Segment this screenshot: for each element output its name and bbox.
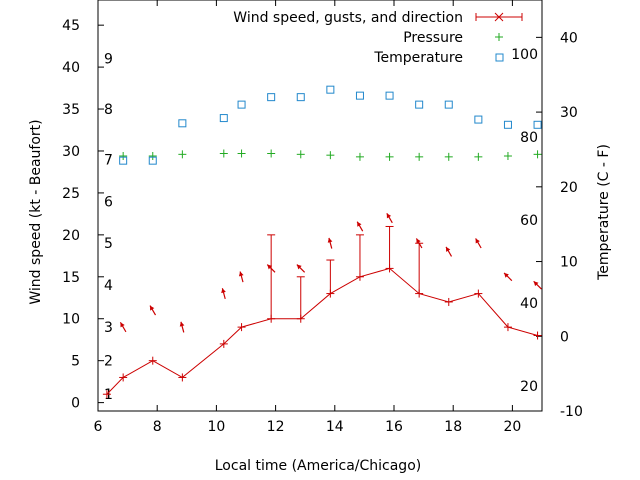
y2-tick-label: 0 — [560, 329, 569, 345]
wind-direction-arrowhead — [504, 272, 509, 278]
y2-axis-label: Temperature (C - F) — [596, 144, 612, 281]
legend-swatch-wind-marker-b — [494, 12, 504, 22]
temperature-point — [237, 100, 246, 109]
x-tick-label: 6 — [94, 419, 103, 435]
beaufort-label: 6 — [104, 194, 113, 210]
wind-direction-arrowhead — [296, 264, 302, 270]
legend-label-pressure: Pressure — [403, 30, 463, 46]
y-tick-label: 30 — [62, 144, 80, 160]
y-tick-label: 20 — [62, 228, 80, 244]
legend-label-temperature: Temperature — [373, 50, 463, 66]
fahrenheit-label: 80 — [520, 130, 538, 146]
temperature-point — [119, 156, 128, 165]
wind-speed-line — [106, 267, 538, 395]
legend-swatch-temperature — [495, 53, 504, 62]
beaufort-label: 9 — [104, 52, 113, 68]
wind-direction-arrowhead — [238, 271, 244, 277]
beaufort-label: 3 — [104, 320, 113, 336]
y-tick-label: 5 — [71, 354, 80, 370]
x-tick-label: 18 — [444, 419, 462, 435]
x-tick-label: 10 — [207, 419, 225, 435]
y2-tick-label: 10 — [560, 255, 578, 271]
beaufort-label: 2 — [104, 354, 113, 370]
temperature-point — [148, 156, 157, 165]
temperature-point — [385, 91, 394, 100]
y-tick-label: 25 — [62, 186, 80, 202]
y2-tick-label: 20 — [560, 180, 578, 196]
beaufort-label: 5 — [104, 236, 113, 252]
wind-direction-arrowhead — [327, 237, 333, 243]
beaufort-label: 4 — [104, 278, 113, 294]
temperature-point — [178, 119, 187, 128]
temperature-point — [267, 93, 276, 102]
fahrenheit-label: 100 — [511, 47, 538, 63]
wind-direction-arrowhead — [150, 305, 155, 311]
y2-tick-label: 30 — [560, 105, 578, 121]
temperature-point — [296, 93, 305, 102]
beaufort-label: 1 — [104, 387, 113, 403]
temperature-point — [326, 85, 335, 94]
y-tick-label: 0 — [71, 396, 80, 412]
temperature-point — [415, 100, 424, 109]
legend: Wind speed, gusts, and direction Pressur… — [233, 10, 523, 66]
temperature-point — [474, 115, 483, 124]
wind-direction-arrowhead — [357, 221, 362, 227]
x-axis-label: Local time (America/Chicago) — [215, 458, 421, 474]
wind-direction-arrowhead — [533, 281, 539, 287]
y-tick-label: 10 — [62, 312, 80, 328]
x-tick-label: 12 — [267, 419, 285, 435]
axes-layer: 6 8 10 12 14 16 18 20051015202530354045-1001020… — [62, 0, 583, 435]
legend-label-wind: Wind speed, gusts, and direction — [233, 10, 463, 26]
wind-direction-arrowhead — [416, 238, 421, 244]
wind-direction-arrowhead — [386, 213, 392, 219]
wind-direction-arrowhead — [120, 322, 125, 328]
temperature-point — [533, 120, 542, 129]
y-tick-label: 40 — [62, 60, 80, 76]
temperature-point — [444, 100, 453, 109]
x-tick-label: 16 — [385, 419, 403, 435]
plot-frame — [97, 0, 543, 412]
beaufort-label: 7 — [104, 152, 113, 168]
wind-direction-arrowhead — [446, 246, 451, 252]
marks-layer — [102, 85, 542, 399]
y-tick-label: 45 — [62, 18, 80, 34]
beaufort-label: 8 — [104, 102, 113, 118]
fahrenheit-label: 20 — [520, 379, 538, 395]
x-tick-label: 8 — [153, 419, 162, 435]
wind-direction-arrowhead — [179, 321, 185, 327]
y-axis-label: Wind speed (kt - Beaufort) — [28, 119, 44, 304]
wind-direction-arrowhead — [221, 288, 226, 294]
x-tick-label: 14 — [326, 419, 344, 435]
y-tick-label: 15 — [62, 270, 80, 286]
fahrenheit-label: 40 — [520, 296, 538, 312]
temperature-point — [219, 114, 228, 123]
x-tick-label: 20 — [503, 419, 521, 435]
temperature-point — [503, 120, 512, 129]
y2-tick-label: 40 — [560, 30, 578, 46]
wind-direction-arrowhead — [475, 238, 480, 244]
y2-tick-label: -10 — [560, 404, 583, 420]
wind-direction-arrowhead — [267, 264, 273, 270]
y-tick-label: 35 — [62, 102, 80, 118]
fahrenheit-label: 60 — [520, 213, 538, 229]
temperature-point — [355, 91, 364, 100]
